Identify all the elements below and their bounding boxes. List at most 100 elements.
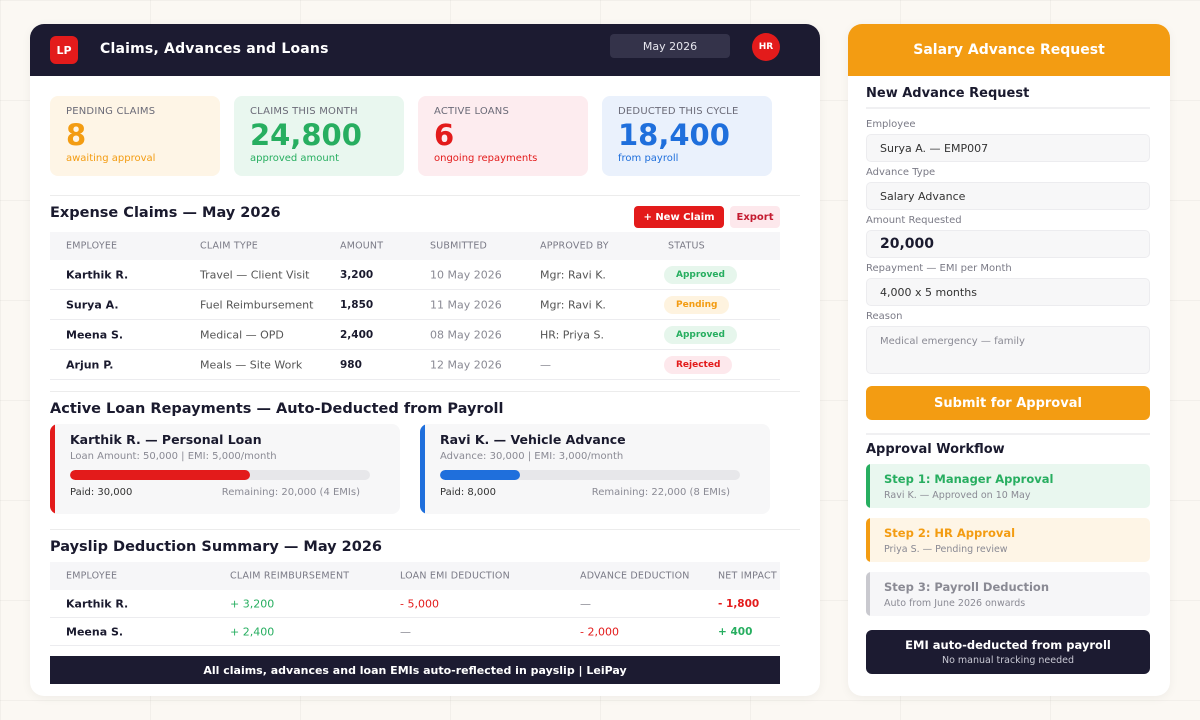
advance-deduction: — (580, 597, 591, 610)
reason-textarea[interactable]: Medical emergency — family (866, 326, 1150, 374)
footer-banner: All claims, advances and loan EMIs auto-… (50, 656, 780, 684)
column-header[interactable]: CLAIM REIMBURSEMENT (230, 570, 350, 582)
loan-details: Loan Amount: 50,000 | EMI: 5,000/month (70, 451, 277, 462)
emi-title: EMI auto-deducted from payroll (905, 638, 1111, 652)
loan-paid: Paid: 30,000 (70, 487, 133, 498)
table-header: EMPLOYEE CLAIM REIMBURSEMENT LOAN EMI DE… (50, 562, 780, 590)
table-row[interactable]: Karthik R. Travel — Client Visit 3,200 1… (50, 260, 780, 290)
page-title: Claims, Advances and Loans (100, 41, 329, 57)
claim-reimbursement: + 2,400 (230, 625, 275, 638)
divider (50, 529, 800, 530)
table-row[interactable]: Karthik R. + 3,200 - 5,000 — - 1,800 (50, 590, 780, 618)
loan-progress-fill (70, 470, 250, 480)
kpi-label: PENDING CLAIMS (66, 106, 156, 117)
month-selector[interactable]: May 2026 (610, 34, 730, 58)
loan-accent-bar (50, 424, 55, 514)
submitted-date: 12 May 2026 (430, 358, 502, 371)
approved-by: Mgr: Ravi K. (540, 298, 606, 311)
approved-by: Mgr: Ravi K. (540, 268, 606, 281)
column-header[interactable]: ADVANCE DEDUCTION (580, 570, 690, 582)
loan-card[interactable]: Ravi K. — Vehicle Advance Advance: 30,00… (420, 424, 770, 514)
salary-advance-panel: Salary Advance Request New Advance Reque… (848, 24, 1170, 696)
loan-title: Karthik R. — Personal Loan (70, 432, 262, 447)
kpi-value: 6 (434, 118, 455, 152)
divider (50, 391, 800, 392)
claim-reimbursement: + 3,200 (230, 597, 275, 610)
loan-progress-fill (440, 470, 521, 480)
net-impact: - 1,800 (718, 597, 760, 610)
workflow-step-hr: Step 2: HR Approval Priya S. — Pending r… (866, 518, 1150, 562)
employee-name: Meena S. (66, 328, 124, 341)
table-row[interactable]: Arjun P. Meals — Site Work 980 12 May 20… (50, 350, 780, 380)
field-label: Reason (866, 311, 903, 322)
app-logo: LP (50, 36, 78, 64)
kpi-label: DEDUCTED THIS CYCLE (618, 106, 739, 117)
loan-paid: Paid: 8,000 (440, 487, 497, 498)
amount-input[interactable]: 20,000 (866, 230, 1150, 258)
step-status: Ravi K. — Approved on 10 May (884, 490, 1031, 501)
claim-type: Travel — Client Visit (200, 268, 310, 281)
divider (866, 107, 1150, 109)
status-badge: Approved (664, 325, 737, 344)
workflow-title: Approval Workflow (866, 442, 1005, 457)
workflow-step-manager: Step 1: Manager Approval Ravi K. — Appro… (866, 464, 1150, 508)
kpi-subtext: awaiting approval (66, 153, 156, 164)
kpi-subtext: from payroll (618, 153, 679, 164)
column-header[interactable]: SUBMITTED (430, 240, 488, 252)
step-status: Auto from June 2026 onwards (884, 598, 1026, 609)
loan-emi-deduction: - 5,000 (400, 597, 439, 610)
loan-repayments-title: Active Loan Repayments — Auto-Deducted f… (50, 401, 504, 417)
field-label: Amount Requested (866, 215, 962, 226)
new-claim-button[interactable]: + New Claim (634, 206, 724, 228)
kpi-card-active-loans: ACTIVE LOANS 6 ongoing repayments (418, 96, 588, 176)
claim-amount: 1,850 (340, 298, 374, 311)
table-row[interactable]: Meena S. + 2,400 — - 2,000 + 400 (50, 618, 780, 646)
column-header[interactable]: EMPLOYEE (66, 240, 118, 252)
approved-by: — (540, 358, 551, 371)
submitted-date: 08 May 2026 (430, 328, 502, 341)
export-button[interactable]: Export (730, 206, 780, 228)
table-row[interactable]: Meena S. Medical — OPD 2,400 08 May 2026… (50, 320, 780, 350)
employee-name: Karthik R. (66, 597, 129, 610)
column-header[interactable]: NET IMPACT (718, 570, 777, 582)
column-header[interactable]: AMOUNT (340, 240, 384, 252)
step-accent-bar (866, 464, 870, 508)
kpi-card-claims-month: CLAIMS THIS MONTH 24,800 approved amount (234, 96, 404, 176)
loan-accent-bar (420, 424, 425, 514)
divider (50, 195, 800, 196)
employee-field[interactable]: Surya A. — EMP007 (866, 134, 1150, 162)
column-header[interactable]: STATUS (668, 240, 705, 252)
approved-by: HR: Priya S. (540, 328, 605, 341)
field-label: Repayment — EMI per Month (866, 263, 1012, 274)
form-title: New Advance Request (866, 86, 1030, 101)
kpi-label: CLAIMS THIS MONTH (250, 106, 358, 117)
kpi-card-deducted-cycle: DEDUCTED THIS CYCLE 18,400 from payroll (602, 96, 772, 176)
loan-progress-bar (440, 470, 740, 480)
submit-for-approval-button[interactable]: Submit for Approval (866, 386, 1150, 420)
status-badge: Approved (664, 265, 737, 284)
loan-details: Advance: 30,000 | EMI: 3,000/month (440, 451, 624, 462)
advance-deduction: - 2,000 (580, 625, 619, 638)
column-header[interactable]: EMPLOYEE (66, 570, 118, 582)
column-header[interactable]: CLAIM TYPE (200, 240, 258, 252)
step-accent-bar (866, 518, 870, 562)
main-panel: LP Claims, Advances and Loans May 2026 H… (30, 24, 820, 696)
column-header[interactable]: LOAN EMI DEDUCTION (400, 570, 510, 582)
loan-card[interactable]: Karthik R. — Personal Loan Loan Amount: … (50, 424, 400, 514)
loan-emi-deduction: — (400, 625, 411, 638)
top-bar: LP Claims, Advances and Loans May 2026 H… (30, 24, 820, 76)
claim-type: Medical — OPD (200, 328, 284, 341)
loan-remaining: Remaining: 22,000 (8 EMIs) (591, 487, 730, 498)
table-header: EMPLOYEE CLAIM TYPE AMOUNT SUBMITTED APP… (50, 232, 780, 260)
status-badge: Rejected (664, 355, 733, 374)
user-avatar[interactable]: HR (752, 33, 780, 61)
advance-type-select[interactable]: Salary Advance (866, 182, 1150, 210)
submitted-date: 11 May 2026 (430, 298, 502, 311)
table-row[interactable]: Surya A. Fuel Reimbursement 1,850 11 May… (50, 290, 780, 320)
step-accent-bar (866, 572, 870, 616)
workflow-step-payroll: Step 3: Payroll Deduction Auto from June… (866, 572, 1150, 616)
column-header[interactable]: APPROVED BY (540, 240, 609, 252)
repayment-field[interactable]: 4,000 x 5 months (866, 278, 1150, 306)
payslip-summary-table: EMPLOYEE CLAIM REIMBURSEMENT LOAN EMI DE… (50, 562, 780, 646)
submitted-date: 10 May 2026 (430, 268, 502, 281)
